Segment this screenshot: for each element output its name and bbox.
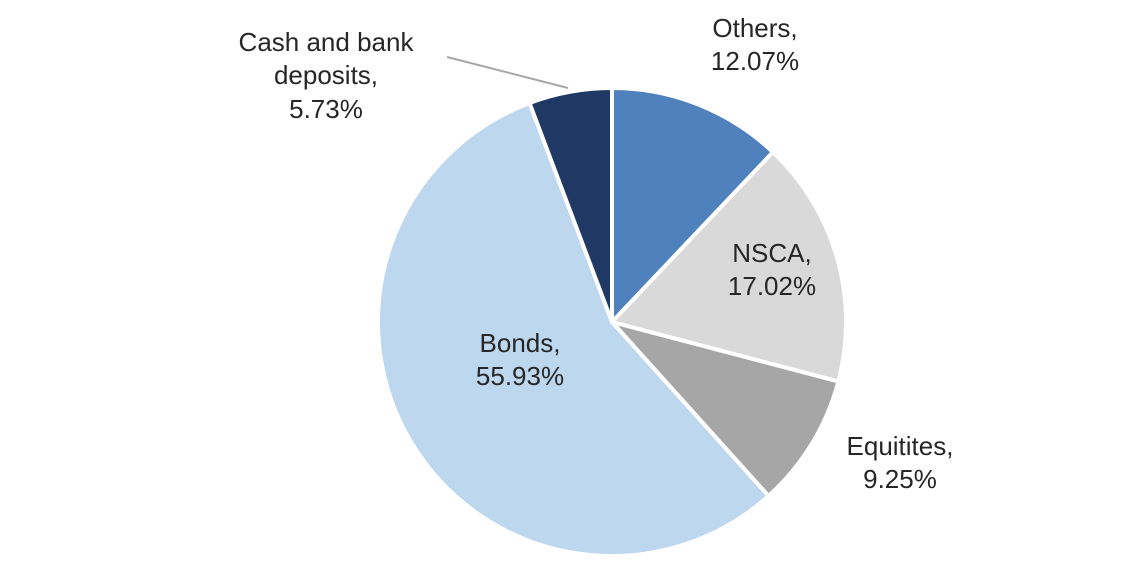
slice-label-nsca-name: NSCA, (732, 238, 812, 268)
slice-label-cash-name: Cash and bank deposits, (238, 27, 414, 91)
slice-label-others-value: 12.07% (710, 46, 800, 77)
slice-label-bonds: Bonds, 55.93% (420, 327, 620, 394)
slice-label-others: Others, 12.07% (655, 12, 855, 79)
slice-label-bonds-value: 55.93% (475, 361, 565, 392)
pie-slice-cash-and-bank-deposits (527, 86, 614, 324)
slice-label-equitites: Equitites, 9.25% (800, 430, 1000, 497)
slice-label-equitites-name: Equitites, (846, 431, 954, 461)
cash-leader-line (446, 56, 569, 89)
slice-label-bonds-name: Bonds, (479, 328, 561, 358)
pie-slice-bonds (376, 101, 771, 558)
pie-slices (376, 86, 848, 558)
slice-label-nsca: NSCA, 17.02% (672, 237, 872, 304)
pie-slice-equitites (610, 320, 841, 498)
slice-label-cash-and-bank-deposits: Cash and bank deposits, 5.73% (212, 26, 440, 126)
pie-slice-others (610, 86, 775, 324)
slice-label-nsca-value: 17.02% (727, 271, 817, 302)
slice-label-equitites-value: 9.25% (863, 464, 937, 495)
slice-label-others-name: Others, (712, 13, 798, 43)
slice-label-cash-value: 5.73% (289, 93, 363, 124)
pie-slice-nsca (610, 150, 848, 384)
